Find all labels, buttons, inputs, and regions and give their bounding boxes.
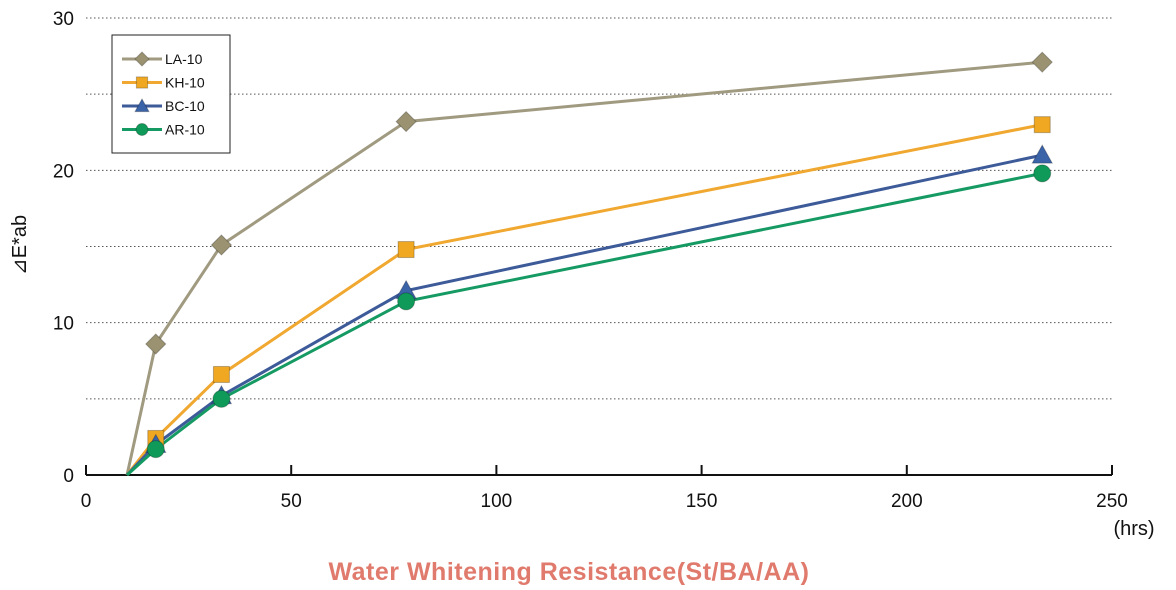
y-axis-label: ⊿E*ab: [9, 215, 31, 275]
x-tick-label: 100: [481, 491, 513, 512]
data-point-ar-10: [146, 440, 165, 459]
x-axis-unit-label: (hrs): [1113, 518, 1154, 540]
x-tick-label: 0: [81, 491, 92, 512]
data-point-la-10: [1031, 51, 1053, 73]
legend-marker-la-10: [134, 51, 150, 67]
x-tick-label: 150: [686, 491, 718, 512]
legend-box: [111, 34, 231, 154]
y-axis-ticks: 0 10 20 30: [53, 9, 74, 487]
data-point-ar-10: [397, 292, 416, 311]
legend: LA-10 KH-10 BC-10 AR-10: [111, 34, 231, 154]
legend-label-bc-10: BC-10: [165, 98, 205, 114]
series-lines: [125, 60, 1043, 477]
chart-footer-title: Water Whitening Resistance(St/BA/AA): [328, 558, 809, 586]
y-tick-label: 20: [53, 161, 74, 182]
data-point-kh-10: [1033, 116, 1051, 134]
legend-marker-bc-10: [134, 97, 150, 113]
legend-items: LA-10 KH-10 BC-10 AR-10: [122, 51, 205, 138]
y-tick-label: 30: [53, 9, 74, 30]
data-point-ar-10: [212, 389, 231, 408]
data-point-ar-10: [1033, 164, 1052, 183]
x-tick-label: 50: [281, 491, 302, 512]
legend-label-ar-10: AR-10: [165, 122, 205, 138]
series-line-bc-10: [125, 153, 1043, 477]
series-line-la-10: [125, 60, 1043, 476]
data-point-bc-10: [1031, 144, 1054, 164]
series-line-kh-10: [125, 123, 1043, 476]
grid-lines: [86, 17, 1112, 400]
data-point-la-10: [145, 333, 167, 355]
series-markers: [144, 51, 1054, 459]
y-tick-label: 10: [53, 314, 74, 335]
x-tick-label: 200: [891, 491, 923, 512]
legend-label-la-10: LA-10: [165, 51, 203, 67]
legend-label-kh-10: KH-10: [165, 75, 205, 91]
data-point-kh-10: [397, 241, 415, 259]
data-point-la-10: [210, 234, 233, 256]
y-tick-label: 0: [63, 466, 74, 487]
legend-marker-ar-10: [135, 123, 149, 136]
data-point-kh-10: [212, 365, 230, 383]
x-axis-ticks: 0 50 100 150 200 250: [81, 465, 1128, 512]
x-tick-label: 250: [1096, 491, 1128, 512]
legend-marker-kh-10: [135, 76, 149, 89]
data-point-la-10: [395, 110, 417, 133]
series-line-ar-10: [126, 171, 1043, 477]
